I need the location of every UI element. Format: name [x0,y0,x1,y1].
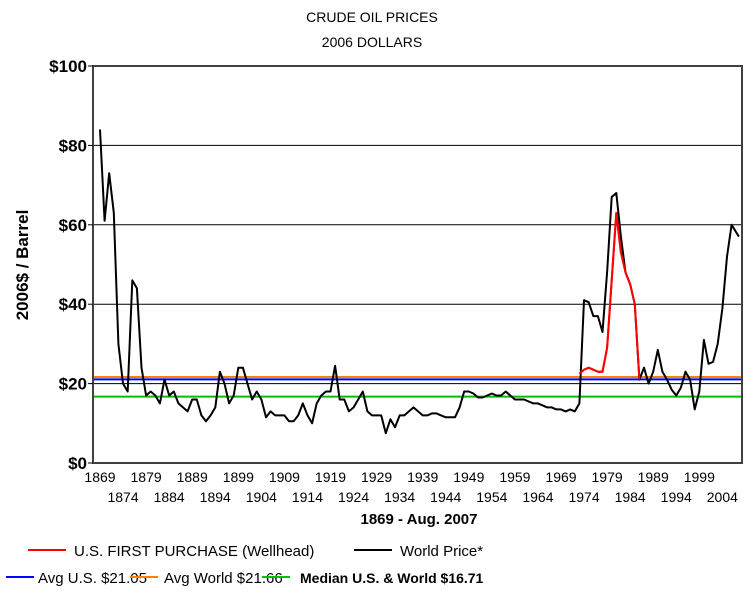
x-tick-label: 1904 [246,489,277,505]
x-tick-label: 1959 [499,469,530,485]
x-tick-label: 1999 [684,469,715,485]
x-tick-label: 1934 [384,489,415,505]
x-tick-label: 1954 [476,489,507,505]
x-tick-label: 1974 [568,489,599,505]
x-tick-label: 1929 [361,469,392,485]
y-tick-label: $60 [59,216,87,235]
x-tick-label: 1884 [154,489,185,505]
y-tick-label: $20 [59,375,87,394]
x-tick-label: 1889 [177,469,208,485]
y-tick-label: $0 [68,454,87,473]
legend: U.S. FIRST PURCHASE (Wellhead) World Pri… [6,543,484,587]
legend-label-avg-us: Avg U.S. $21.05 [38,570,147,587]
legend-label-median: Median U.S. & World $16.71 [300,570,484,586]
x-axis-label: 1869 - Aug. 2007 [360,511,477,528]
series-us-first-purchase-highlight [578,212,622,375]
x-tick-label: 1979 [592,469,623,485]
x-tick-label: 1939 [407,469,438,485]
x-tick-label: 1944 [430,489,461,505]
x-tick-label: 1914 [292,489,323,505]
plot-area-border [92,65,743,464]
y-tick-label: $40 [59,295,87,314]
legend-label-avg-world: Avg World $21.66 [164,570,283,587]
x-tick-label: 1994 [661,489,692,505]
y-tick-label: $80 [59,136,87,155]
y-axis-label: 2006$ / Barrel [13,210,32,321]
x-tick-label: 1949 [453,469,484,485]
series-world-price-line [99,129,740,435]
x-tick-label: 1969 [545,469,576,485]
chart-subtitle: 2006 DOLLARS [322,34,422,50]
x-tick-label: 1869 [84,469,115,485]
x-tick-label: 1874 [107,489,138,505]
x-tick-label: 1919 [315,469,346,485]
x-tick-label: 1894 [200,489,231,505]
chart-title: CRUDE OIL PRICES [306,9,438,25]
x-tick-label: 2004 [707,489,738,505]
y-tick-label: $100 [49,57,87,76]
x-tick-label: 1899 [223,469,254,485]
legend-label-us-first-purchase: U.S. FIRST PURCHASE (Wellhead) [74,543,314,560]
x-tick-label: 1989 [638,469,669,485]
x-tick-label: 1924 [338,489,369,505]
x-tick-label: 1879 [131,469,162,485]
x-tick-label: 1964 [522,489,553,505]
legend-label-world-price: World Price* [400,543,483,560]
x-tick-label: 1984 [615,489,646,505]
x-tick-label: 1909 [269,469,300,485]
